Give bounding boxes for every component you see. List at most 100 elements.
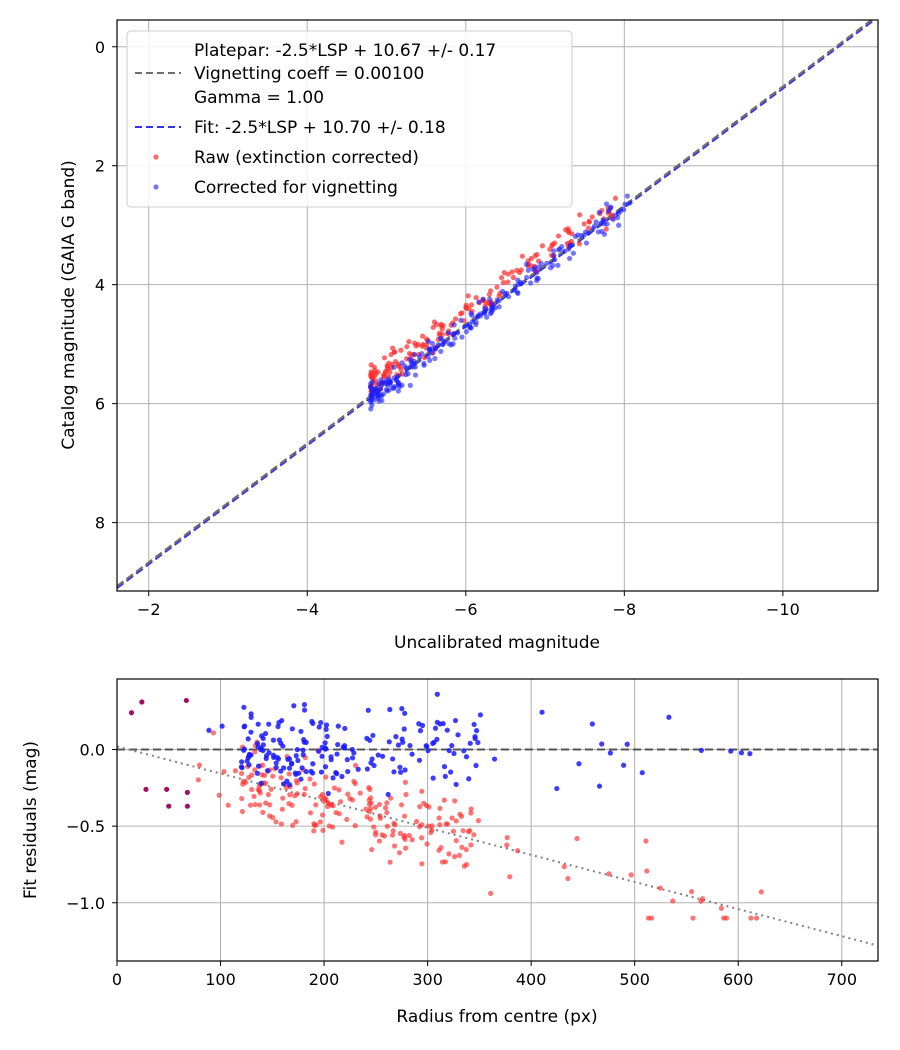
- corrected-point: [583, 240, 590, 246]
- raw-residuals-point: [441, 797, 447, 803]
- top-x-tick-label: −10: [766, 600, 800, 619]
- raw-residuals-point: [468, 842, 474, 848]
- raw-residuals-point: [290, 822, 296, 828]
- raw-point: [463, 305, 469, 311]
- corrected-point: [608, 204, 614, 210]
- raw-residuals-point: [273, 819, 279, 825]
- overlap-points-point: [128, 710, 135, 716]
- raw-point: [395, 361, 401, 367]
- corrected-point: [523, 261, 530, 267]
- corrected-point: [496, 304, 502, 310]
- raw-residuals-point: [270, 814, 276, 821]
- raw-residuals-point: [289, 802, 295, 808]
- corrected-point: [438, 348, 444, 354]
- corrected-point: [373, 393, 379, 399]
- corrected-residuals-point: [335, 723, 341, 729]
- raw-residuals-point: [504, 842, 510, 848]
- raw-residuals-point: [424, 841, 430, 847]
- raw-residuals-point: [446, 851, 452, 857]
- corrected-residuals-point: [380, 753, 386, 759]
- corrected-point: [525, 267, 531, 273]
- raw-residuals-point: [403, 791, 409, 798]
- raw-point: [518, 267, 524, 273]
- corrected-residuals-point: [472, 733, 478, 740]
- overlap-points-point: [184, 803, 191, 809]
- raw-point: [406, 339, 412, 345]
- corrected-residuals-point: [298, 728, 304, 735]
- corrected-point: [458, 317, 464, 323]
- corrected-residuals-point: [434, 719, 440, 725]
- raw-point: [381, 355, 388, 361]
- corrected-residuals-point: [254, 740, 261, 747]
- corrected-point: [603, 201, 610, 207]
- top-y-tick-label: 8: [95, 514, 105, 533]
- corrected-point: [376, 381, 382, 387]
- bottom-x-tick-label: 700: [826, 970, 857, 989]
- corrected-point: [592, 223, 598, 229]
- corrected-point: [468, 325, 474, 331]
- corrected-point: [387, 380, 394, 386]
- corrected-point: [627, 200, 633, 206]
- corrected-point: [561, 248, 568, 254]
- top-plot-frame: [116, 19, 879, 592]
- corrected-point: [482, 310, 488, 316]
- corrected-residuals-point: [539, 709, 545, 715]
- raw-residuals-point: [753, 915, 760, 921]
- corrected-point: [391, 364, 397, 370]
- raw-residuals-point: [232, 768, 239, 774]
- legend-gamma-label: Gamma = 1.00: [194, 88, 324, 108]
- raw-residuals-point: [390, 828, 396, 834]
- raw-residuals-point: [347, 795, 353, 802]
- corrected-residuals-point: [607, 750, 613, 756]
- corrected-point: [379, 397, 385, 404]
- corrected-point: [382, 380, 388, 386]
- raw-residuals-point: [442, 859, 449, 865]
- raw-residuals-point: [463, 846, 469, 853]
- raw-residuals-point: [475, 818, 482, 824]
- raw-point: [385, 365, 391, 372]
- raw-residuals-point: [246, 774, 252, 781]
- corrected-point: [368, 406, 374, 412]
- corrected-point: [487, 311, 494, 317]
- corrected-residuals-point: [434, 691, 440, 697]
- raw-residuals-point: [294, 780, 300, 786]
- raw-point: [555, 233, 562, 239]
- raw-residuals-point: [313, 802, 319, 808]
- raw-residuals-point: [377, 813, 383, 819]
- corrected-point: [391, 375, 397, 381]
- corrected-residuals-point: [303, 739, 309, 745]
- raw-residuals-point: [286, 771, 292, 777]
- raw-residuals-point: [293, 819, 299, 825]
- corrected-point: [532, 265, 538, 271]
- corrected-residuals-point: [325, 790, 331, 797]
- raw-residuals-point: [345, 791, 351, 797]
- raw-residuals-point: [402, 836, 408, 842]
- corrected-residuals-point: [395, 742, 402, 748]
- raw-point: [586, 218, 592, 224]
- corrected-residuals-point: [449, 743, 455, 749]
- corrected-residuals-point: [455, 732, 461, 738]
- raw-residuals-point: [373, 829, 379, 835]
- corrected-residuals-point: [402, 710, 408, 716]
- corrected-point: [616, 222, 622, 228]
- corrected-point: [368, 381, 374, 387]
- raw-residuals-point: [357, 790, 363, 796]
- bottom-axis-ticks: 0 100 200 300 400 500 600 700 0.0 −0.5 −1.0: [66, 741, 857, 990]
- raw-residuals-point: [196, 762, 203, 768]
- raw-residuals-point: [628, 872, 634, 878]
- raw-residuals-point: [331, 785, 338, 791]
- corrected-point: [601, 221, 607, 227]
- raw-point: [440, 323, 446, 329]
- corrected-residuals-point: [386, 739, 392, 745]
- corrected-residuals-point: [241, 724, 247, 730]
- legend-fit-label: Fit: -2.5*LSP + 10.70 +/- 0.18: [194, 118, 446, 138]
- raw-residuals-point: [320, 827, 326, 833]
- corrected-residuals-point: [402, 767, 408, 773]
- raw-point: [368, 362, 374, 368]
- top-y-axis-label: Catalog magnitude (GAIA G band): [59, 160, 79, 450]
- raw-residuals-point: [311, 828, 317, 834]
- raw-residuals-point: [372, 804, 379, 810]
- corrected-point: [610, 216, 616, 222]
- raw-residuals-point: [397, 830, 404, 837]
- corrected-residuals-point: [319, 753, 325, 759]
